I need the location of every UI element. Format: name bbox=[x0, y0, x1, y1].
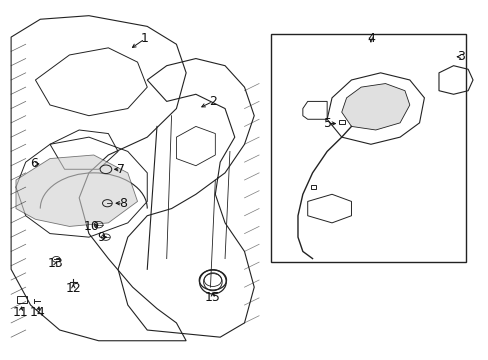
Text: 4: 4 bbox=[366, 32, 374, 45]
Text: 10: 10 bbox=[83, 220, 99, 233]
Text: 13: 13 bbox=[48, 257, 63, 270]
Polygon shape bbox=[16, 155, 137, 226]
Text: 6: 6 bbox=[30, 157, 39, 170]
Text: 11: 11 bbox=[13, 306, 29, 319]
Text: 9: 9 bbox=[97, 231, 105, 244]
Text: 15: 15 bbox=[204, 291, 221, 305]
Polygon shape bbox=[341, 84, 409, 130]
Bar bbox=[310, 185, 316, 189]
Text: 7: 7 bbox=[116, 163, 124, 176]
Text: 8: 8 bbox=[119, 197, 127, 210]
Text: 3: 3 bbox=[456, 50, 464, 63]
Text: 1: 1 bbox=[141, 32, 148, 45]
Text: 2: 2 bbox=[208, 95, 216, 108]
Bar bbox=[339, 120, 345, 123]
Text: 12: 12 bbox=[65, 283, 81, 296]
Text: 5: 5 bbox=[324, 117, 331, 130]
Text: 14: 14 bbox=[30, 306, 46, 319]
Bar bbox=[271, 33, 465, 262]
